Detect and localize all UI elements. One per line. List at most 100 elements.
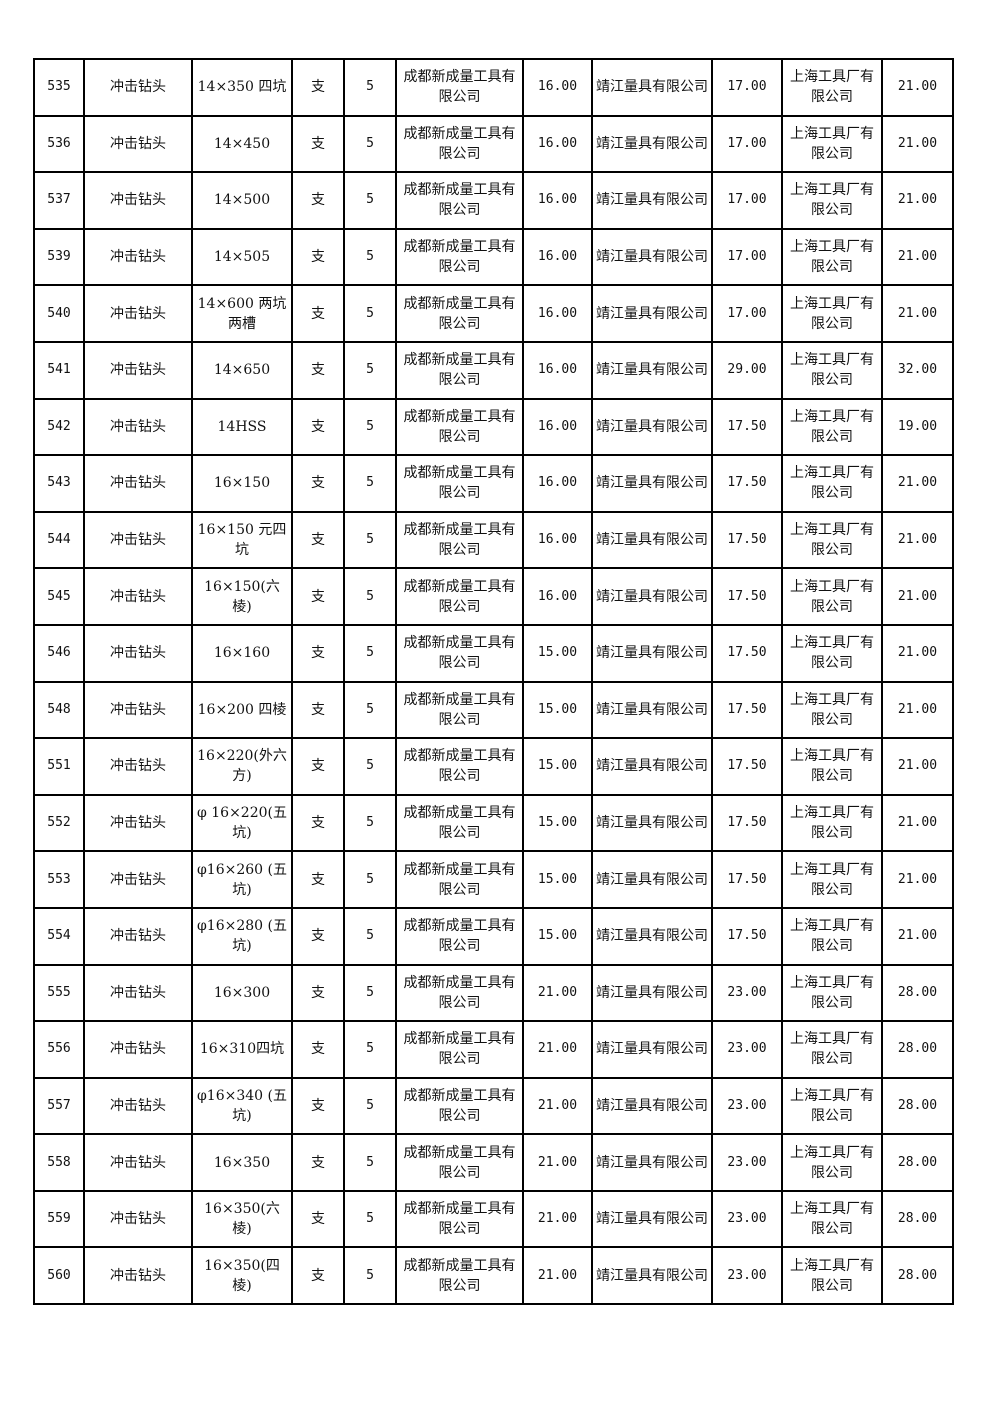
item-spec: 16×310四坑 — [191, 1020, 293, 1079]
price-3: 28.00 — [881, 1020, 954, 1079]
supplier-2: 靖江量具有限公司 — [591, 623, 713, 683]
item-name: 冲击钻头 — [83, 963, 193, 1023]
item-unit: 支 — [291, 1076, 345, 1136]
supplier-2: 靖江量具有限公司 — [591, 793, 713, 853]
supplier-3: 上海工具厂有限公司 — [781, 397, 883, 457]
price-1: 21.00 — [522, 1189, 593, 1249]
item-name: 冲击钻头 — [83, 680, 193, 740]
price-2: 23.00 — [711, 1189, 783, 1249]
supplier-2: 靖江量具有限公司 — [591, 340, 713, 400]
table-row: 559 冲击钻头 16×350(六棱) 支 5 成都新成量工具有限公司 21.00 靖江量具有… — [33, 1189, 954, 1249]
supplier-3: 上海工具厂有限公司 — [781, 850, 883, 909]
supplier-3: 上海工具厂有限公司 — [781, 737, 883, 796]
table-row: 554 冲击钻头 φ16×280 (五坑) 支 5 成都新成量工具有限公司 15.00 靖江量… — [33, 906, 954, 966]
supplier-3: 上海工具厂有限公司 — [781, 454, 883, 513]
item-name: 冲击钻头 — [83, 623, 193, 683]
price-2: 29.00 — [711, 340, 783, 400]
supplier-2: 靖江量具有限公司 — [591, 567, 713, 626]
item-number: 540 — [33, 284, 85, 343]
supplier-1: 成都新成量工具有限公司 — [395, 340, 524, 400]
item-spec: φ16×260 (五坑) — [191, 850, 293, 909]
price-3: 21.00 — [881, 567, 954, 626]
table-row: 536 冲击钻头 14×450 支 5 成都新成量工具有限公司 16.00 靖江量具有限公司 1… — [33, 114, 954, 174]
item-number: 551 — [33, 737, 85, 796]
item-number: 537 — [33, 171, 85, 230]
item-name: 冲击钻头 — [83, 58, 193, 117]
item-quantity: 5 — [343, 737, 397, 796]
table-row: 545 冲击钻头 16×150(六棱) 支 5 成都新成量工具有限公司 16.00 靖江量具有… — [33, 567, 954, 626]
item-spec: 16×220(外六方) — [191, 737, 293, 796]
item-number: 546 — [33, 623, 85, 683]
item-quantity: 5 — [343, 623, 397, 683]
supplier-1: 成都新成量工具有限公司 — [395, 1133, 524, 1192]
supplier-1: 成都新成量工具有限公司 — [395, 397, 524, 457]
price-2: 23.00 — [711, 1133, 783, 1192]
supplier-1: 成都新成量工具有限公司 — [395, 510, 524, 570]
supplier-1: 成都新成量工具有限公司 — [395, 963, 524, 1023]
price-3: 21.00 — [881, 793, 954, 853]
table-row: 546 冲击钻头 16×160 支 5 成都新成量工具有限公司 15.00 靖江量具有限公司 1… — [33, 623, 954, 683]
price-2: 17.50 — [711, 906, 783, 966]
item-number: 558 — [33, 1133, 85, 1192]
table-row: 542 冲击钻头 14HSS 支 5 成都新成量工具有限公司 16.00 靖江量具有限公司 17… — [33, 397, 954, 457]
supplier-2: 靖江量具有限公司 — [591, 171, 713, 230]
item-quantity: 5 — [343, 1189, 397, 1249]
item-quantity: 5 — [343, 284, 397, 343]
supplier-2: 靖江量具有限公司 — [591, 1076, 713, 1136]
price-2: 17.50 — [711, 397, 783, 457]
item-unit: 支 — [291, 963, 345, 1023]
item-spec: 16×150 元四坑 — [191, 510, 293, 570]
item-unit: 支 — [291, 1246, 345, 1306]
price-2: 23.00 — [711, 1020, 783, 1079]
supplier-3: 上海工具厂有限公司 — [781, 284, 883, 343]
supplier-2: 靖江量具有限公司 — [591, 680, 713, 740]
item-name: 冲击钻头 — [83, 906, 193, 966]
supplier-3: 上海工具厂有限公司 — [781, 1076, 883, 1136]
item-number: 554 — [33, 906, 85, 966]
item-quantity: 5 — [343, 680, 397, 740]
supplier-3: 上海工具厂有限公司 — [781, 623, 883, 683]
item-name: 冲击钻头 — [83, 1020, 193, 1079]
table-row: 553 冲击钻头 φ16×260 (五坑) 支 5 成都新成量工具有限公司 15.00 靖江量… — [33, 850, 954, 909]
price-1: 16.00 — [522, 510, 593, 570]
supplier-3: 上海工具厂有限公司 — [781, 1133, 883, 1192]
supplier-2: 靖江量具有限公司 — [591, 114, 713, 174]
item-quantity: 5 — [343, 58, 397, 117]
supplier-2: 靖江量具有限公司 — [591, 1189, 713, 1249]
supplier-1: 成都新成量工具有限公司 — [395, 1189, 524, 1249]
item-number: 548 — [33, 680, 85, 740]
price-3: 21.00 — [881, 737, 954, 796]
table-row: 539 冲击钻头 14×505 支 5 成都新成量工具有限公司 16.00 靖江量具有限公司 1… — [33, 227, 954, 287]
table-row: 540 冲击钻头 14×600 两坑两槽支 5 成都新成量工具有限公司 16.00 靖江量具… — [33, 284, 954, 343]
item-name: 冲击钻头 — [83, 1189, 193, 1249]
supplier-2: 靖江量具有限公司 — [591, 284, 713, 343]
item-unit: 支 — [291, 850, 345, 909]
price-2: 17.00 — [711, 171, 783, 230]
price-1: 16.00 — [522, 567, 593, 626]
table-row: 548 冲击钻头 16×200 四棱支 5 成都新成量工具有限公司 15.00 靖江量具有限… — [33, 680, 954, 740]
item-number: 545 — [33, 567, 85, 626]
price-1: 15.00 — [522, 850, 593, 909]
item-quantity: 5 — [343, 1076, 397, 1136]
price-2: 17.00 — [711, 58, 783, 117]
item-name: 冲击钻头 — [83, 284, 193, 343]
price-1: 15.00 — [522, 680, 593, 740]
price-3: 28.00 — [881, 1189, 954, 1249]
price-1: 16.00 — [522, 454, 593, 513]
price-1: 15.00 — [522, 737, 593, 796]
item-unit: 支 — [291, 1020, 345, 1079]
supplier-2: 靖江量具有限公司 — [591, 963, 713, 1023]
supplier-1: 成都新成量工具有限公司 — [395, 454, 524, 513]
item-quantity: 5 — [343, 850, 397, 909]
price-1: 15.00 — [522, 906, 593, 966]
item-name: 冲击钻头 — [83, 850, 193, 909]
table-row: 535 冲击钻头 14×350 四坑支 5 成都新成量工具有限公司 16.00 靖江量具有限… — [33, 58, 954, 117]
price-1: 16.00 — [522, 171, 593, 230]
supplier-3: 上海工具厂有限公司 — [781, 340, 883, 400]
price-2: 17.50 — [711, 454, 783, 513]
price-2: 17.00 — [711, 227, 783, 287]
price-3: 21.00 — [881, 680, 954, 740]
item-spec: 14×450 — [191, 114, 293, 174]
price-1: 15.00 — [522, 793, 593, 853]
price-1: 16.00 — [522, 284, 593, 343]
